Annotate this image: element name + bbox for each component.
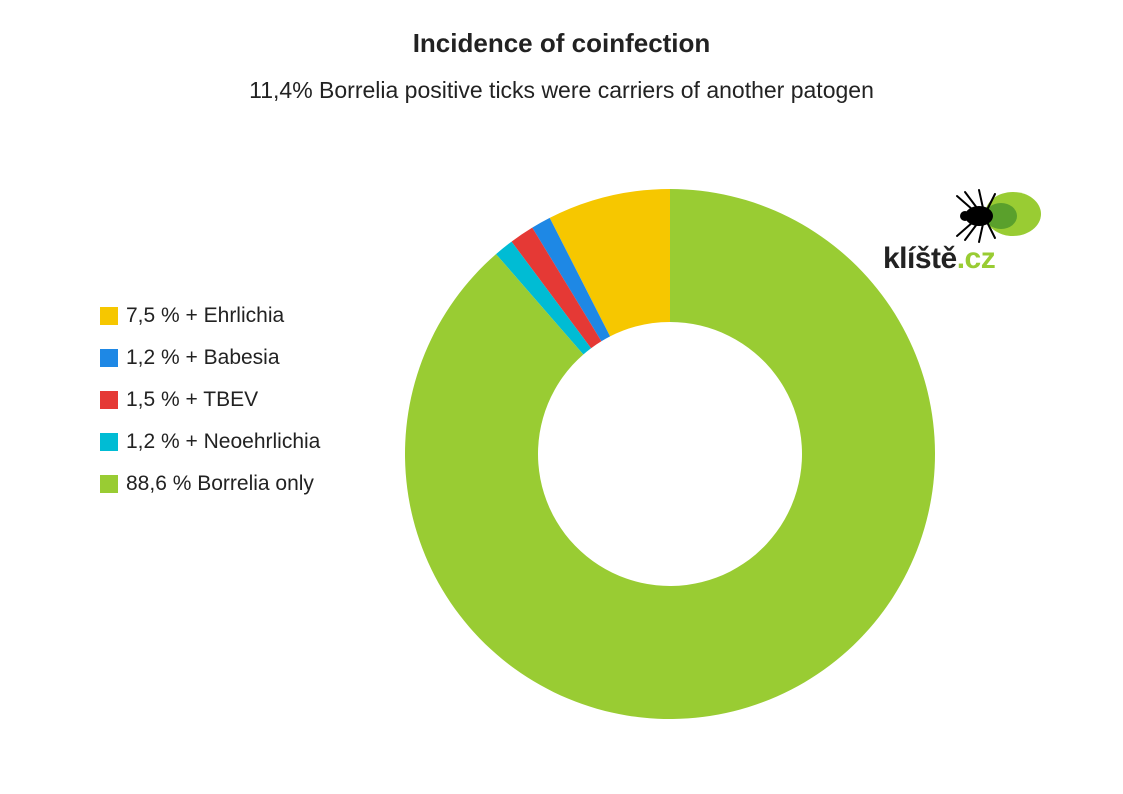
legend-item: 88,6 % Borrelia only (100, 472, 320, 496)
legend-swatch (100, 475, 118, 493)
brand-logo: klíště.cz (883, 186, 1063, 276)
chart-subtitle: 11,4% Borrelia positive ticks were carri… (0, 59, 1123, 104)
legend-label: 1,2 % + Babesia (126, 346, 280, 370)
legend-item: 7,5 % + Ehrlichia (100, 304, 320, 328)
legend-label: 7,5 % + Ehrlichia (126, 304, 284, 328)
legend-label: 1,2 % + Neoehrlichia (126, 430, 320, 454)
legend-swatch (100, 349, 118, 367)
legend-item: 1,2 % + Neoehrlichia (100, 430, 320, 454)
legend-swatch (100, 433, 118, 451)
chart-title: Incidence of coinfection (0, 0, 1123, 59)
brand-text: klíště.cz (883, 242, 995, 276)
legend-label: 1,5 % + TBEV (126, 388, 258, 412)
donut-chart (400, 184, 940, 724)
legend-item: 1,2 % + Babesia (100, 346, 320, 370)
brand-text-green: .cz (957, 242, 996, 275)
donut-slice (405, 189, 935, 719)
brand-text-dark: klíště (883, 242, 957, 275)
legend: 7,5 % + Ehrlichia 1,2 % + Babesia 1,5 % + … (100, 304, 320, 496)
legend-item: 1,5 % + TBEV (100, 388, 320, 412)
legend-label: 88,6 % Borrelia only (126, 472, 314, 496)
legend-swatch (100, 307, 118, 325)
legend-swatch (100, 391, 118, 409)
chart-content: 7,5 % + Ehrlichia 1,2 % + Babesia 1,5 % + … (0, 104, 1123, 744)
